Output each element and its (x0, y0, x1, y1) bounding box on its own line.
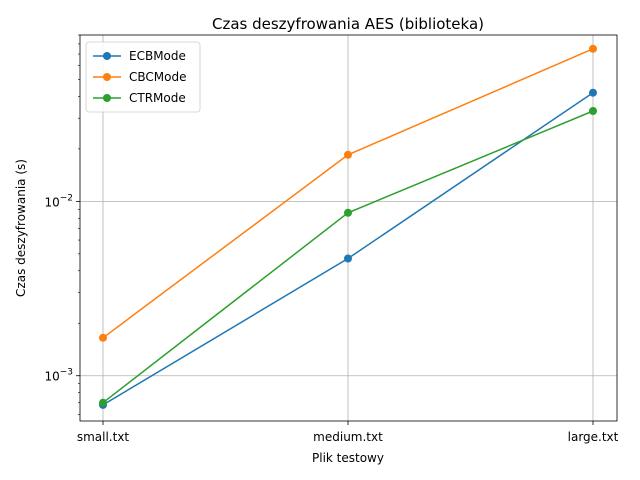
legend-marker (103, 73, 111, 81)
plot-area (79, 34, 618, 422)
y-axis: 10−3 10−2 (44, 34, 80, 415)
y-tick-label: 10−2 (44, 193, 73, 209)
data-point (344, 254, 352, 263)
data-point (589, 44, 597, 53)
x-tick-label: large.txt (568, 430, 619, 444)
data-point (589, 107, 597, 115)
chart-title: Czas deszyfrowania AES (biblioteka) (212, 15, 484, 33)
legend-box (85, 41, 201, 113)
legend-marker (103, 94, 111, 102)
data-point (99, 398, 107, 407)
series-group (99, 44, 597, 409)
legend-label: ECBMode (129, 49, 186, 63)
x-axis-label: Plik testowy (312, 451, 384, 465)
legend-label: CBCMode (129, 70, 186, 84)
data-point (344, 208, 352, 217)
y-axis-label: Czas deszyfrowania (s) (14, 159, 28, 297)
x-tick-label: medium.txt (313, 430, 383, 444)
x-tick-label: small.txt (77, 430, 130, 444)
data-point (589, 88, 597, 97)
y-tick-label: 10−3 (44, 368, 73, 384)
legend-label: CTRMode (129, 91, 186, 105)
data-point (344, 150, 352, 159)
legend-marker (103, 52, 111, 60)
data-point (99, 333, 107, 342)
x-axis: small.txt medium.txt large.txt (77, 421, 619, 444)
legend: ECBMode CBCMode CTRMode (85, 41, 201, 113)
grid (80, 35, 617, 421)
